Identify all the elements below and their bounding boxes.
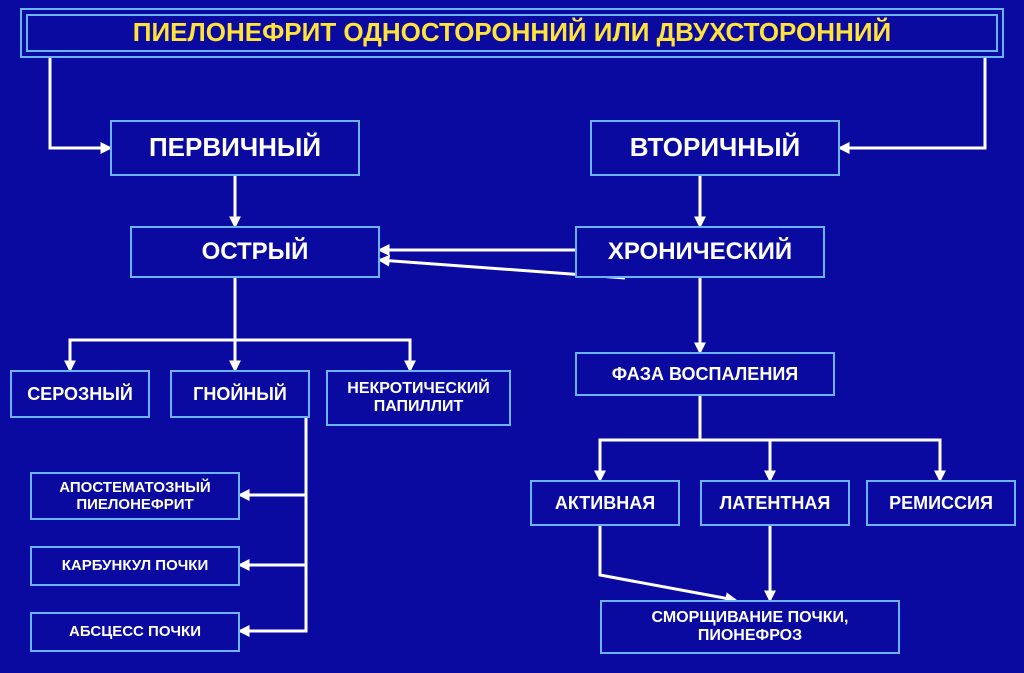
node-remission: РЕМИССИЯ bbox=[866, 480, 1016, 526]
node-necrotic: НЕКРОТИЧЕСКИЙ ПАПИЛЛИТ bbox=[326, 370, 511, 426]
edge-0 bbox=[50, 58, 110, 148]
node-apostem: АПОСТЕМАТОЗНЫЙ ПИЕЛОНЕФРИТ bbox=[30, 472, 240, 520]
node-inflam: ФАЗА ВОСПАЛЕНИЯ bbox=[575, 352, 835, 396]
node-title: ПИЕЛОНЕФРИТ ОДНОСТОРОННИЙ ИЛИ ДВУХСТОРОН… bbox=[20, 8, 1004, 58]
node-shrinkage: СМОРЩИВАНИЕ ПОЧКИ, ПИОНЕФРОЗ bbox=[600, 600, 900, 654]
node-secondary: ВТОРИЧНЫЙ bbox=[590, 120, 840, 176]
edge-6 bbox=[70, 278, 235, 370]
edge-10 bbox=[240, 418, 306, 565]
edge-13 bbox=[600, 396, 700, 480]
edge-16 bbox=[600, 526, 735, 600]
edge-14 bbox=[700, 396, 770, 480]
node-carbuncle: КАРБУНКУЛ ПОЧКИ bbox=[30, 546, 240, 586]
diagram-stage: ПИЕЛОНЕФРИТ ОДНОСТОРОННИЙ ИЛИ ДВУХСТОРОН… bbox=[0, 0, 1024, 673]
edge-11 bbox=[240, 418, 306, 631]
edge-8 bbox=[235, 278, 410, 370]
node-latent: ЛАТЕНТНАЯ bbox=[700, 480, 850, 526]
edge-9 bbox=[240, 418, 306, 495]
node-serous: СЕРОЗНЫЙ bbox=[10, 370, 150, 418]
node-acute: ОСТРЫЙ bbox=[130, 226, 380, 278]
node-chronic: ХРОНИЧЕСКИЙ bbox=[575, 226, 825, 278]
node-purulent: ГНОЙНЫЙ bbox=[170, 370, 310, 418]
node-active: АКТИВНАЯ bbox=[530, 480, 680, 526]
edge-15 bbox=[700, 396, 940, 480]
edge-1 bbox=[840, 58, 985, 148]
node-primary: ПЕРВИЧНЫЙ bbox=[110, 120, 360, 176]
node-abscess: АБСЦЕСС ПОЧКИ bbox=[30, 612, 240, 652]
